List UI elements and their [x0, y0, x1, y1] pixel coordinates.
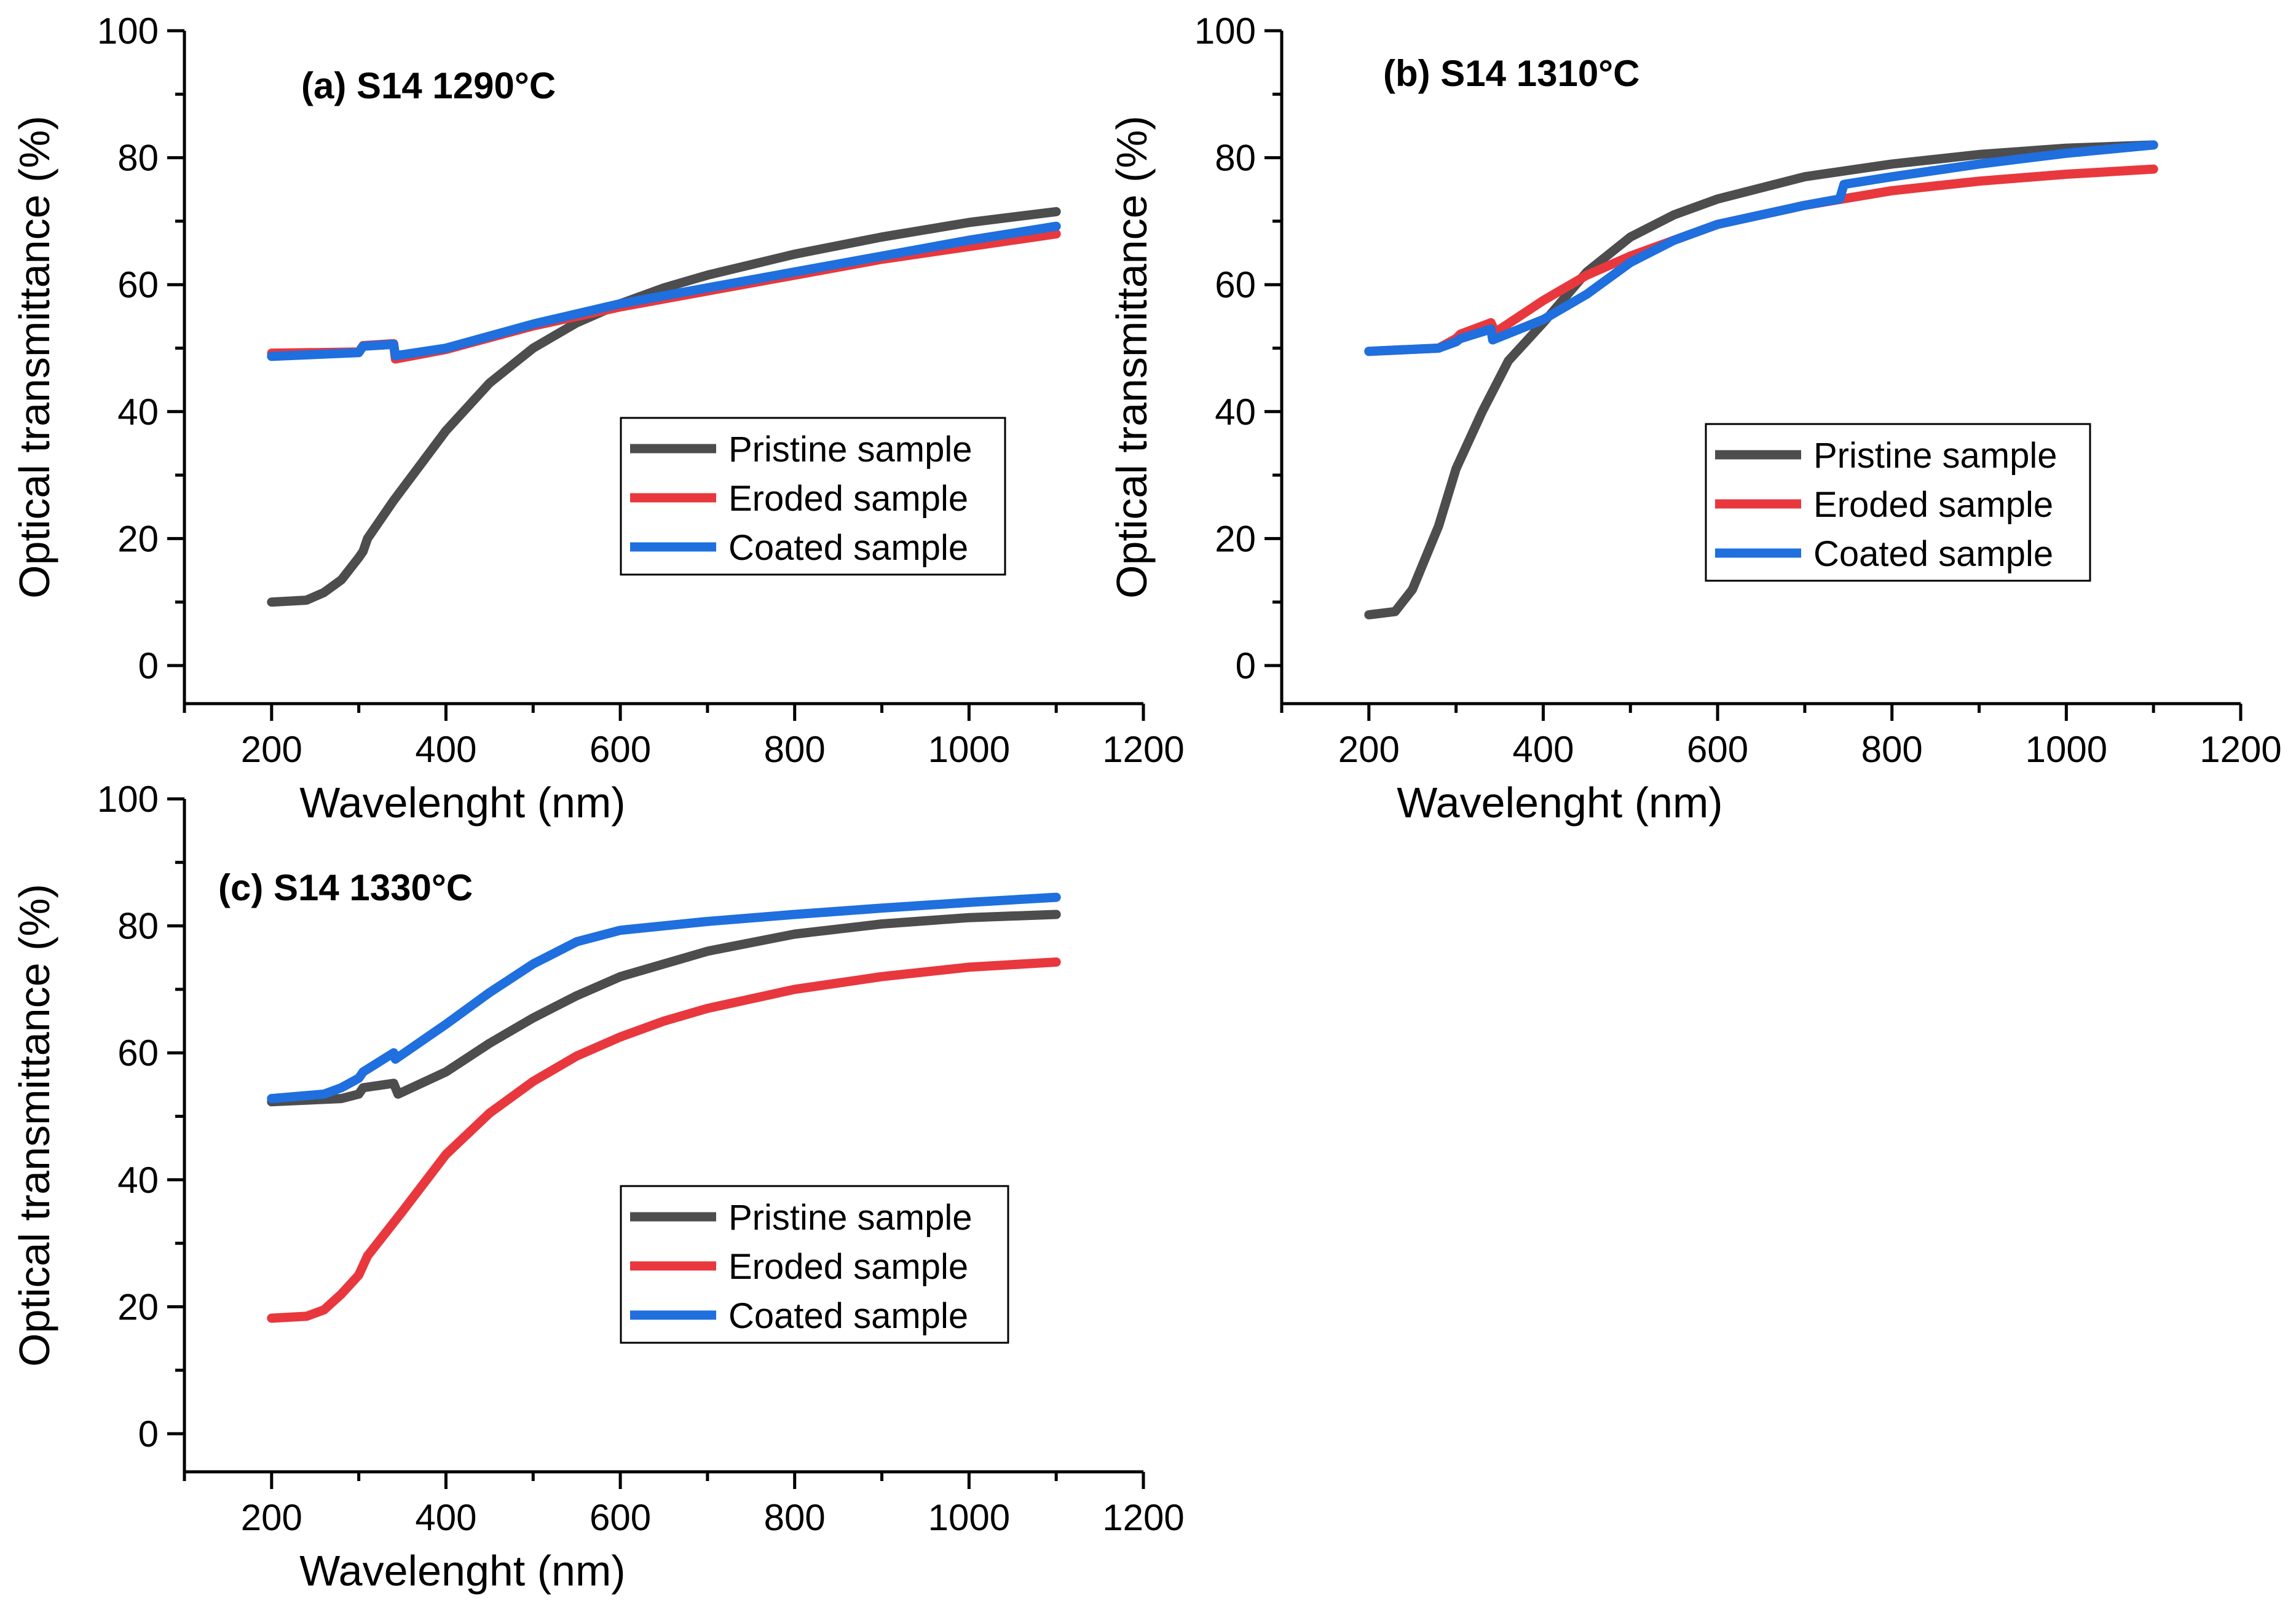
chart-0-title: (a) S14 1290°C	[301, 65, 556, 106]
chart-2-legend-label-eroded: Eroded sample	[728, 1247, 968, 1287]
chart-0-ytick-label: 0	[138, 645, 159, 686]
chart-0-series-pristine	[267, 206, 1061, 607]
chart-0-axes	[183, 31, 1143, 705]
chart-2-xtick-label: 1000	[928, 1497, 1010, 1538]
chart-2-series-eroded	[267, 957, 1061, 1323]
chart-1-xtick-label: 600	[1687, 729, 1748, 770]
chart-1-xtick-label: 400	[1512, 729, 1574, 770]
chart-1: 200 400 600 800 1000 1200 0 20 40 60 80 100 Waveleng…	[1108, 10, 2282, 827]
chart-2-legend: Pristine sample Eroded sample Coated sampl…	[620, 1185, 1009, 1344]
chart-1-legend: Pristine sample Eroded sample Coated sampl…	[1705, 423, 2091, 582]
chart-0: 200 400 600 800 1000 1200 0 20 40 60 80 100 Waveleng…	[10, 10, 1185, 827]
chart-2-xtick-label: 200	[241, 1497, 302, 1538]
chart-0-xtick-label: 600	[590, 729, 651, 770]
chart-0-legend-label-pristine: Pristine sample	[728, 430, 972, 470]
chart-0-xtick-label: 800	[764, 729, 826, 770]
chart-0-xlabel: Wavelenght (nm)	[299, 779, 625, 827]
chart-0-legend-label-eroded: Eroded sample	[728, 479, 968, 519]
chart-2-ytick-label: 20	[117, 1286, 159, 1327]
chart-2-legend-label-pristine: Pristine sample	[728, 1198, 972, 1238]
chart-1-xtick-label: 800	[1861, 729, 1923, 770]
chart-1-legend-label-eroded: Eroded sample	[1813, 485, 2053, 525]
chart-1-ylabel: Optical transmittance (%)	[1108, 116, 1156, 599]
chart-1-series-coated	[1364, 140, 2158, 356]
chart-0-ytick-label: 60	[117, 264, 159, 305]
chart-0-xtick-label: 1200	[1102, 729, 1184, 770]
chart-0-legend: Pristine sample Eroded sample Coated sampl…	[620, 417, 1006, 576]
chart-0-xtick-label: 400	[415, 729, 476, 770]
chart-2-series-coated	[267, 892, 1061, 1104]
chart-2-ytick-label: 40	[117, 1160, 159, 1201]
chart-2-ytick-label: 60	[117, 1032, 159, 1074]
chart-1-xtick-label: 1200	[2199, 729, 2281, 770]
chart-1-legend-label-pristine: Pristine sample	[1813, 436, 2057, 476]
chart-1-ytick-label: 40	[1215, 391, 1256, 433]
chart-2-xtick-label: 600	[590, 1497, 651, 1538]
chart-1-legend-label-coated: Coated sample	[1813, 534, 2053, 574]
chart-2-xtick-label: 400	[415, 1497, 476, 1538]
chart-0-xtick-label: 200	[241, 729, 302, 770]
chart-2-title: (c) S14 1330°C	[218, 867, 473, 908]
chart-1-ytick-label: 60	[1215, 264, 1256, 305]
chart-1-xlabel: Wavelenght (nm)	[1397, 779, 1722, 827]
chart-0-xtick-label: 1000	[928, 729, 1010, 770]
chart-0-series-coated	[267, 221, 1061, 361]
chart-1-title: (b) S14 1310°C	[1383, 53, 1640, 94]
chart-2-ylabel: Optical transmittance (%)	[10, 884, 58, 1367]
chart-1-axes	[1280, 31, 2241, 705]
chart-1-ytick-label: 80	[1215, 138, 1256, 179]
chart-1-xtick-label: 200	[1338, 729, 1400, 770]
chart-1-xtick-label: 1000	[2026, 729, 2107, 770]
chart-0-legend-label-coated: Coated sample	[728, 528, 968, 568]
chart-2-legend-label-coated: Coated sample	[728, 1296, 968, 1336]
chart-0-ytick-label: 80	[117, 138, 159, 179]
chart-2-series-pristine	[267, 910, 1061, 1107]
chart-2-xtick-label: 800	[764, 1497, 826, 1538]
chart-1-ytick-label: 20	[1215, 518, 1256, 559]
chart-2-xlabel: Wavelenght (nm)	[299, 1547, 625, 1595]
chart-0-ytick-label: 100	[97, 10, 159, 52]
chart-2-ytick-label: 80	[117, 906, 159, 947]
chart-0-ytick-label: 20	[117, 518, 159, 559]
chart-1-ytick-label: 0	[1236, 645, 1256, 686]
chart-2-ytick-label: 0	[138, 1413, 159, 1455]
chart-2-ytick-label: 100	[97, 779, 159, 820]
chart-2: 200 400 600 800 1000 1200 0 20 40 60 80 100 Waveleng…	[10, 779, 1185, 1595]
chart-1-series-eroded	[1364, 164, 2158, 356]
chart-1-ytick-label: 100	[1194, 10, 1256, 52]
chart-2-xtick-label: 1200	[1102, 1497, 1184, 1538]
chart-0-ylabel: Optical transmittance (%)	[10, 116, 58, 599]
chart-0-ytick-label: 40	[117, 391, 159, 433]
